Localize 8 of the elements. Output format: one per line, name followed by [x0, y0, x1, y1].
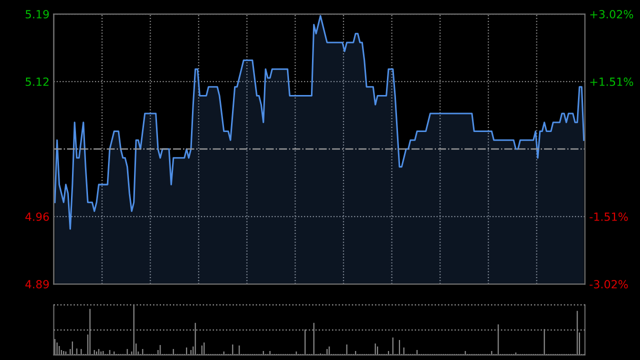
- y2-tick-label: +3.02%: [590, 10, 634, 18]
- y-tick-label: 5.19: [26, 10, 49, 18]
- y-tick-label: 4.96: [25, 212, 49, 221]
- y2-tick-label: -3.02%: [590, 280, 628, 288]
- y2-tick-label: -1.51%: [590, 212, 628, 221]
- y-tick-label: 4.89: [25, 280, 49, 288]
- y2-tick-label: +1.51%: [590, 78, 634, 86]
- y-tick-label: 5.12: [26, 78, 48, 86]
